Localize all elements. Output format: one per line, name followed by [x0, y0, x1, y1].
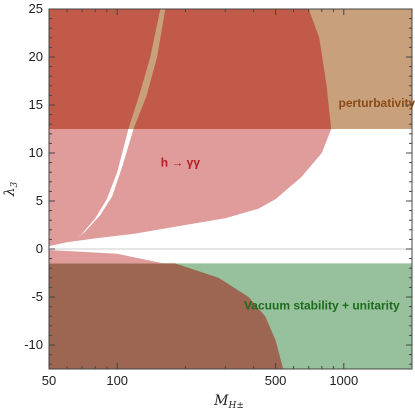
region-label-perturbativity: perturbativity: [339, 96, 415, 110]
x-axis-title: MH±: [213, 393, 244, 411]
region-h-gamma-gamma-lower-band: [49, 250, 164, 264]
x-tick-label: 50: [42, 373, 56, 388]
y-tick-label: -10: [24, 337, 43, 352]
y-tick-label: 5: [36, 193, 43, 208]
region-label-vacuum-stability-unitarity: Vacuum stability + unitarity: [244, 298, 400, 312]
region-label-h-gamma-gamma: h → γγ: [161, 155, 201, 169]
region-white-strip: [70, 129, 134, 245]
y-axis-title: λ3: [2, 181, 20, 197]
y-tick-label: 15: [29, 97, 43, 112]
y-tick-label: 20: [29, 49, 43, 64]
y-tick-label: 0: [36, 241, 43, 256]
plot-frame: [48, 8, 413, 370]
x-tick-label: 1000: [329, 373, 358, 388]
x-tick-label: 100: [106, 373, 128, 388]
y-tick-label: 10: [29, 145, 43, 160]
region-h-gamma-gamma-overlap: [49, 9, 332, 129]
region-labels: perturbativity h → γγ Vacuum stability + u…: [161, 96, 415, 313]
region-overlap-brown: [49, 263, 284, 369]
y-tick-label: 25: [29, 1, 43, 16]
ticks: 50 100 500 1000 -10 -5 0 5 10 15 20 25: [24, 1, 413, 388]
region-tan-band: [128, 9, 166, 129]
y-tick-label: -5: [31, 289, 43, 304]
region-h-gamma-gamma: [49, 129, 332, 247]
regions: [49, 9, 412, 369]
x-tick-label: 500: [265, 373, 287, 388]
